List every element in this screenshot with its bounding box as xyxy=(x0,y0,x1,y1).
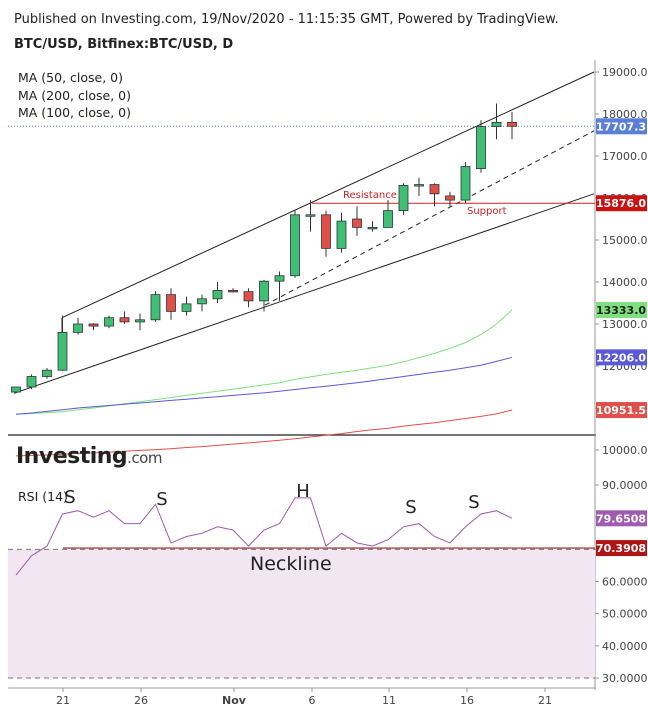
rsi-tick-label: 60.0000 xyxy=(602,576,648,589)
ma50-price-box xyxy=(596,302,647,319)
candle-body xyxy=(305,214,316,217)
candle-body xyxy=(166,294,176,312)
time-tick-label: 16 xyxy=(460,694,474,707)
candle-body xyxy=(119,317,130,323)
candle-body xyxy=(181,303,192,312)
support-price-box xyxy=(596,195,647,212)
hs-label: S xyxy=(468,492,479,513)
rsi-tick-label: 40.0000 xyxy=(602,640,648,653)
candle-body xyxy=(476,126,486,169)
price-tick-label: 15000.0 xyxy=(602,234,648,247)
neckline-price-box xyxy=(596,540,647,557)
rsi-oversold-band xyxy=(8,549,595,678)
rsi-tick-label: 90.0000 xyxy=(602,479,648,492)
candle-body xyxy=(274,275,285,282)
investing-logo: Investing.com xyxy=(16,444,162,469)
candle-body xyxy=(73,323,83,333)
candle-body xyxy=(383,210,393,228)
hs-label: S xyxy=(156,489,167,510)
price-tick-label: 18000.0 xyxy=(602,108,648,121)
rsi-title: RSI (14) xyxy=(18,489,68,504)
ma100-legend: MA (100, close, 0) xyxy=(18,105,131,120)
candle-body xyxy=(88,323,99,327)
candle-body xyxy=(491,122,502,128)
rsi-price-box xyxy=(596,510,647,527)
ma100-line xyxy=(15,409,513,457)
candle-body xyxy=(352,218,362,228)
resistance-label: Resistance xyxy=(343,190,397,201)
ma200-price-box xyxy=(596,349,647,366)
candle-body xyxy=(336,220,347,249)
neckline-label: Neckline xyxy=(250,553,332,575)
hs-label: S xyxy=(64,487,75,508)
candle-body xyxy=(414,184,424,187)
candle-body xyxy=(135,319,145,323)
published-line: Published on Investing.com, 19/Nov/2020 … xyxy=(14,12,559,27)
candle-body xyxy=(429,184,440,195)
ma50-line xyxy=(15,309,513,415)
time-tick-label: 6 xyxy=(309,694,316,707)
candle-body xyxy=(197,298,207,305)
support-label: Support xyxy=(467,206,507,217)
candle-body xyxy=(290,214,300,277)
hs-label: S xyxy=(405,497,416,518)
candle-body xyxy=(57,331,68,371)
ma200-price-text: 12206.0 xyxy=(596,351,646,364)
rsi-line xyxy=(15,497,513,576)
candle-body xyxy=(259,280,269,302)
candle-body xyxy=(26,376,37,388)
time-tick-label: 11 xyxy=(382,694,396,707)
time-tick-label: 21 xyxy=(538,694,552,707)
rsi-tick-label: 50.0000 xyxy=(602,608,648,621)
candle-body xyxy=(228,289,238,293)
ma100-price-box xyxy=(596,402,647,419)
ma200-legend: MA (200, close, 0) xyxy=(18,88,131,103)
candle-body xyxy=(42,369,52,377)
candle-body xyxy=(243,291,254,302)
ma100-price-text: 10951.5 xyxy=(596,404,646,417)
rsi-tick-label: 30.0000 xyxy=(602,672,648,685)
symbol-title: BTC/USD, Bitfinex:BTC/USD, D xyxy=(14,37,234,52)
last-price-box xyxy=(596,118,647,135)
neckline-price-text: 70.3908 xyxy=(596,542,646,555)
time-tick-label: 21 xyxy=(56,694,70,707)
candle-body xyxy=(321,214,331,249)
rsi-price-text: 79.6508 xyxy=(596,512,646,525)
price-tick-label: 19000.0 xyxy=(602,66,648,79)
candle-body xyxy=(507,122,517,127)
ma50-legend: MA (50, close, 0) xyxy=(18,70,124,85)
candle-body xyxy=(104,317,114,327)
time-tick-label: Nov xyxy=(222,694,247,707)
time-tick-label: 26 xyxy=(134,694,148,707)
logo-suffix: .com xyxy=(127,449,162,467)
logo-brand: Investing xyxy=(16,444,128,469)
channel-lower-line xyxy=(13,193,595,394)
price-tick-label: 14000.0 xyxy=(602,276,648,289)
price-tick-label: 10000.0 xyxy=(602,444,648,457)
candle-body xyxy=(398,184,409,211)
channel-mid-line xyxy=(264,130,595,306)
price-tick-label: 17000.0 xyxy=(602,150,648,163)
candle-body xyxy=(445,195,455,201)
support-price-text: 15876.0 xyxy=(596,197,646,210)
channel-upper-line xyxy=(61,71,595,319)
candle-body xyxy=(460,166,471,201)
last-price-text: 17707.3 xyxy=(596,120,646,133)
hs-label: H xyxy=(296,481,310,502)
candle-body xyxy=(150,294,161,321)
candle-body xyxy=(11,386,21,393)
price-tick-label: 13000.0 xyxy=(602,318,648,331)
candle-body xyxy=(367,226,378,230)
ma200-line xyxy=(15,356,513,415)
candle-body xyxy=(212,289,223,300)
ma50-price-text: 13333.0 xyxy=(596,304,646,317)
